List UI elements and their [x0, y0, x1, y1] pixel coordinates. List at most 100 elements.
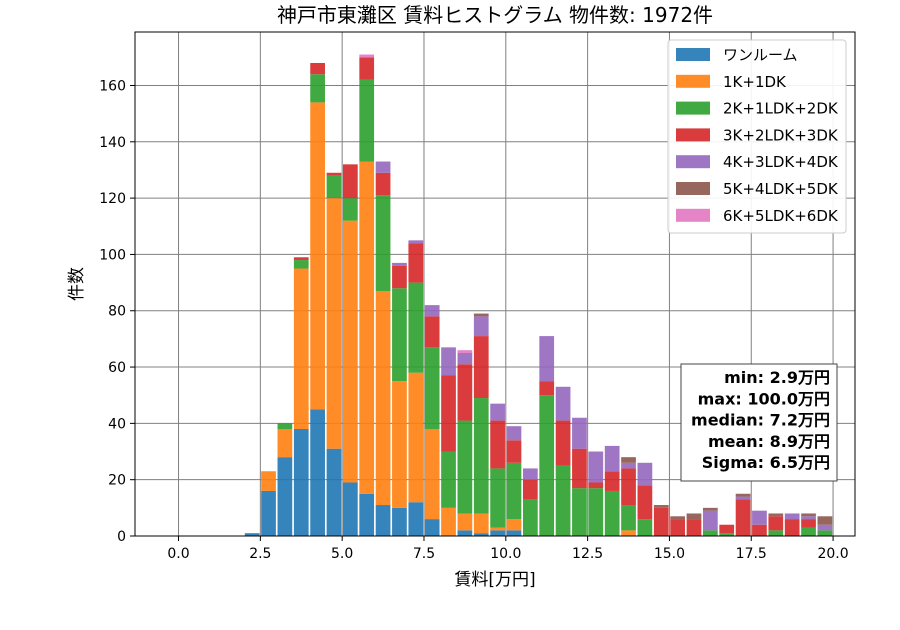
- bar-segment: [588, 451, 604, 483]
- stats-line: max: 100.0万円: [698, 389, 830, 408]
- bar-segment: [424, 519, 440, 536]
- legend-label: 3K+2LDK+3DK: [723, 126, 839, 144]
- legend-swatch: [676, 208, 710, 222]
- bar-segment: [752, 524, 767, 536]
- legend: ワンルーム 1K+1DK 2K+1LDK+2DK 3K+2LDK+3DK 4K+3LDK…: [667, 39, 847, 234]
- bar-segment: [310, 74, 325, 103]
- bar-segment: [457, 420, 473, 514]
- bar-segment: [506, 440, 522, 463]
- x-tick-label: 7.5: [413, 546, 435, 562]
- bar-segment: [784, 513, 800, 520]
- bar-segment: [326, 175, 342, 199]
- bar-segment: [637, 519, 653, 536]
- bar-segment: [604, 445, 620, 472]
- bar-segment: [801, 527, 816, 536]
- stats-frame: [680, 363, 838, 482]
- y-axis-label: 件数: [67, 267, 87, 301]
- bar-segment: [522, 499, 538, 536]
- bar-segment: [261, 471, 276, 491]
- x-axis-label: 賃料[万円]: [454, 570, 535, 590]
- bar-segment: [424, 429, 440, 520]
- legend-label: 5K+4LDK+5DK: [723, 180, 839, 198]
- y-tick-label: 100: [99, 247, 126, 263]
- bar-segment: [441, 451, 456, 508]
- bar-segment: [392, 507, 407, 536]
- bar-segment: [735, 493, 751, 497]
- bar-segment: [408, 502, 424, 536]
- bar-segment: [441, 507, 456, 536]
- bar-segment: [670, 516, 685, 520]
- bar-segment: [621, 468, 636, 506]
- bar-segment: [310, 62, 325, 75]
- bar-segment: [702, 510, 718, 531]
- bar-segment: [522, 479, 538, 500]
- y-axis-ticks: 0 20 40 60 80 100 120 140 160: [99, 78, 135, 545]
- bar-segment: [473, 313, 489, 317]
- bar-segment: [719, 533, 735, 536]
- bar-segment: [375, 505, 391, 536]
- bar-segment: [392, 265, 407, 289]
- chart-title: 神戸市東灘区 賃料ヒストグラム 物件数: 1972件: [277, 3, 713, 27]
- bar-segment: [408, 243, 424, 283]
- bar-segment: [473, 533, 489, 536]
- bar-stacks: [244, 54, 833, 536]
- bar-segment: [506, 462, 522, 520]
- bar-segment: [392, 262, 407, 266]
- bar-segment: [653, 507, 669, 536]
- bar-segment: [670, 519, 685, 536]
- y-tick-label: 0: [117, 529, 126, 545]
- bar-segment: [408, 282, 424, 373]
- plot-frame: [134, 31, 856, 537]
- bar-segment: [326, 448, 342, 536]
- bar-segment: [375, 172, 391, 196]
- bar-segment: [244, 533, 260, 536]
- bar-segment: [817, 530, 833, 536]
- y-tick-label: 20: [108, 473, 126, 489]
- bar-segment: [277, 423, 293, 430]
- legend-label: 6K+5LDK+6DK: [723, 207, 839, 225]
- bar-segment: [621, 462, 636, 469]
- bar-segment: [653, 505, 669, 508]
- bar-segment: [441, 347, 456, 376]
- y-tick-label: 80: [108, 304, 126, 320]
- x-tick-label: 0.0: [167, 546, 189, 562]
- bar-segment: [604, 471, 620, 491]
- bar-segment: [293, 257, 309, 261]
- y-tick-label: 60: [108, 360, 126, 376]
- bar-segment: [539, 381, 555, 396]
- y-tick-label: 140: [99, 135, 126, 151]
- bar-segment: [293, 268, 309, 430]
- bar-segment: [392, 288, 407, 382]
- bar-segment: [424, 316, 440, 348]
- bar-segment: [473, 398, 489, 514]
- bar-segment: [637, 485, 653, 520]
- bar-segment: [735, 496, 751, 500]
- bar-segment: [424, 305, 440, 317]
- bar-segment: [392, 381, 407, 508]
- bar-segment: [310, 102, 325, 410]
- bar-segment: [621, 457, 636, 463]
- bar-segment: [342, 482, 358, 536]
- bar-segment: [342, 198, 358, 221]
- bar-segment: [539, 395, 555, 536]
- bar-segment: [506, 530, 522, 536]
- bar-segment: [801, 513, 816, 517]
- bar-segment: [752, 510, 767, 525]
- bar-segment: [588, 482, 604, 489]
- bar-segment: [457, 364, 473, 421]
- bar-segment: [637, 462, 653, 486]
- legend-swatch: [676, 74, 710, 88]
- bar-segment: [801, 516, 816, 520]
- bar-segment: [326, 198, 342, 449]
- bar-segment: [768, 530, 784, 536]
- stats-line: min: 2.9万円: [724, 368, 830, 387]
- stats-line: Sigma: 6.5万円: [702, 453, 830, 472]
- legend-swatch: [676, 155, 710, 169]
- bar-segment: [555, 465, 571, 536]
- bar-segment: [735, 499, 751, 536]
- bar-segment: [261, 490, 276, 536]
- bar-segment: [359, 57, 375, 80]
- bar-segment: [293, 260, 309, 269]
- bar-segment: [490, 530, 505, 536]
- bar-segment: [686, 519, 702, 536]
